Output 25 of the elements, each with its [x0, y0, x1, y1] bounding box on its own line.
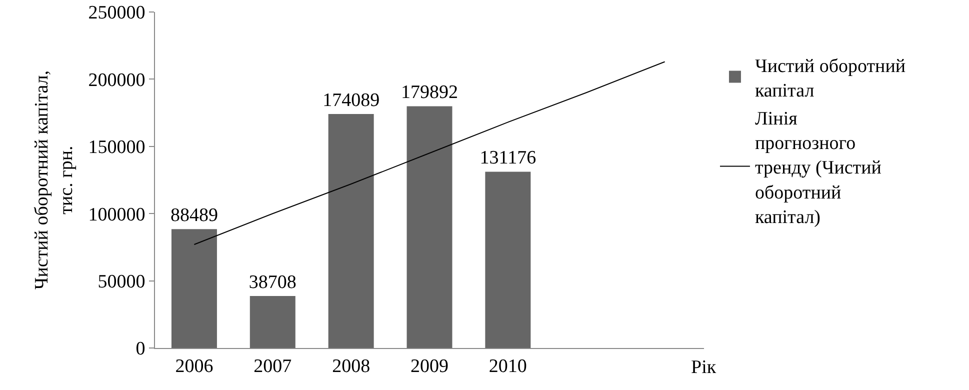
- x-tick-label: 2008: [332, 356, 370, 377]
- x-tick-label: 2006: [175, 356, 214, 377]
- data-label: 179892: [401, 82, 458, 104]
- x-axis-title: Рік: [691, 357, 717, 378]
- bar: [171, 229, 217, 348]
- legend-label: Лінія прогнозного тренду (Чистий оборотний капітал): [754, 108, 882, 228]
- y-tick-label: 50000: [98, 271, 146, 292]
- bar: [485, 172, 531, 348]
- y-tick-label: 0: [136, 338, 146, 360]
- data-label: 174089: [322, 90, 380, 112]
- y-axis-title: Чистий оборотний капітал, тис. грн.: [31, 70, 78, 290]
- y-tick-label: 150000: [88, 137, 146, 158]
- data-label: 131176: [480, 148, 536, 169]
- data-label: 88489: [170, 205, 218, 226]
- data-label: 38708: [248, 272, 296, 293]
- x-tick-label: 2007: [254, 356, 292, 377]
- bar: [406, 106, 452, 348]
- y-tick-label: 250000: [88, 2, 146, 24]
- bar: [328, 114, 374, 348]
- x-tick-label: 2009: [410, 356, 448, 377]
- bar: [250, 296, 296, 348]
- legend-label: Чистий оборотний капітал: [754, 56, 906, 102]
- x-tick-label: 2010: [488, 356, 527, 377]
- y-tick-label: 200000: [88, 70, 146, 91]
- y-tick-label: 100000: [88, 204, 146, 226]
